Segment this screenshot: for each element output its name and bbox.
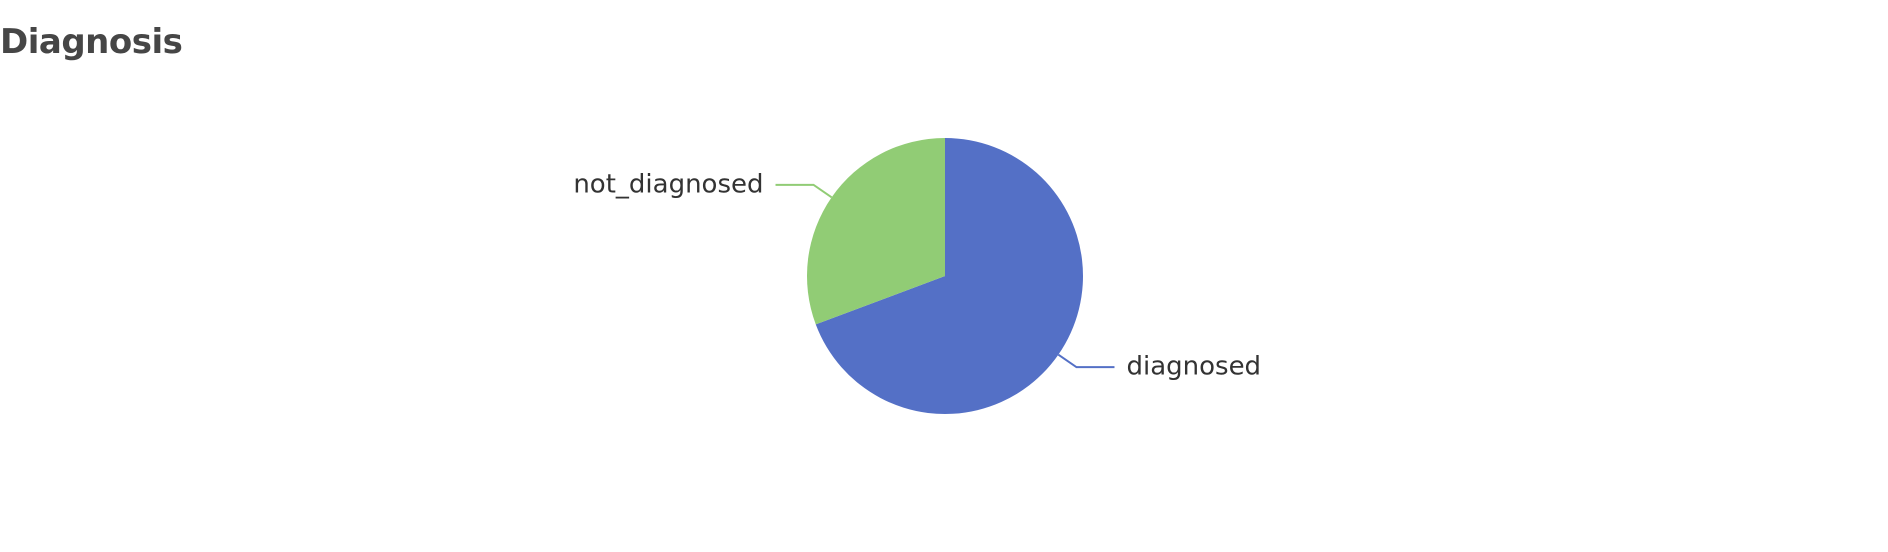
- slice-label-not-diagnosed: not_diagnosed: [573, 169, 763, 199]
- pie-slice-diagnosed[interactable]: [815, 138, 1083, 414]
- slice-labels: diagnosed not_diagnosed: [573, 169, 1261, 381]
- leader-lines: [775, 183, 1115, 369]
- pie-slices: [806, 138, 1083, 414]
- slice-label-diagnosed: diagnosed: [1126, 352, 1261, 382]
- leader-line-not-diagnosed: [775, 183, 833, 199]
- pie-slice-not-diagnosed[interactable]: [806, 138, 945, 325]
- chart-title: Diagnosis: [0, 22, 183, 62]
- leader-line-diagnosed: [1057, 353, 1115, 369]
